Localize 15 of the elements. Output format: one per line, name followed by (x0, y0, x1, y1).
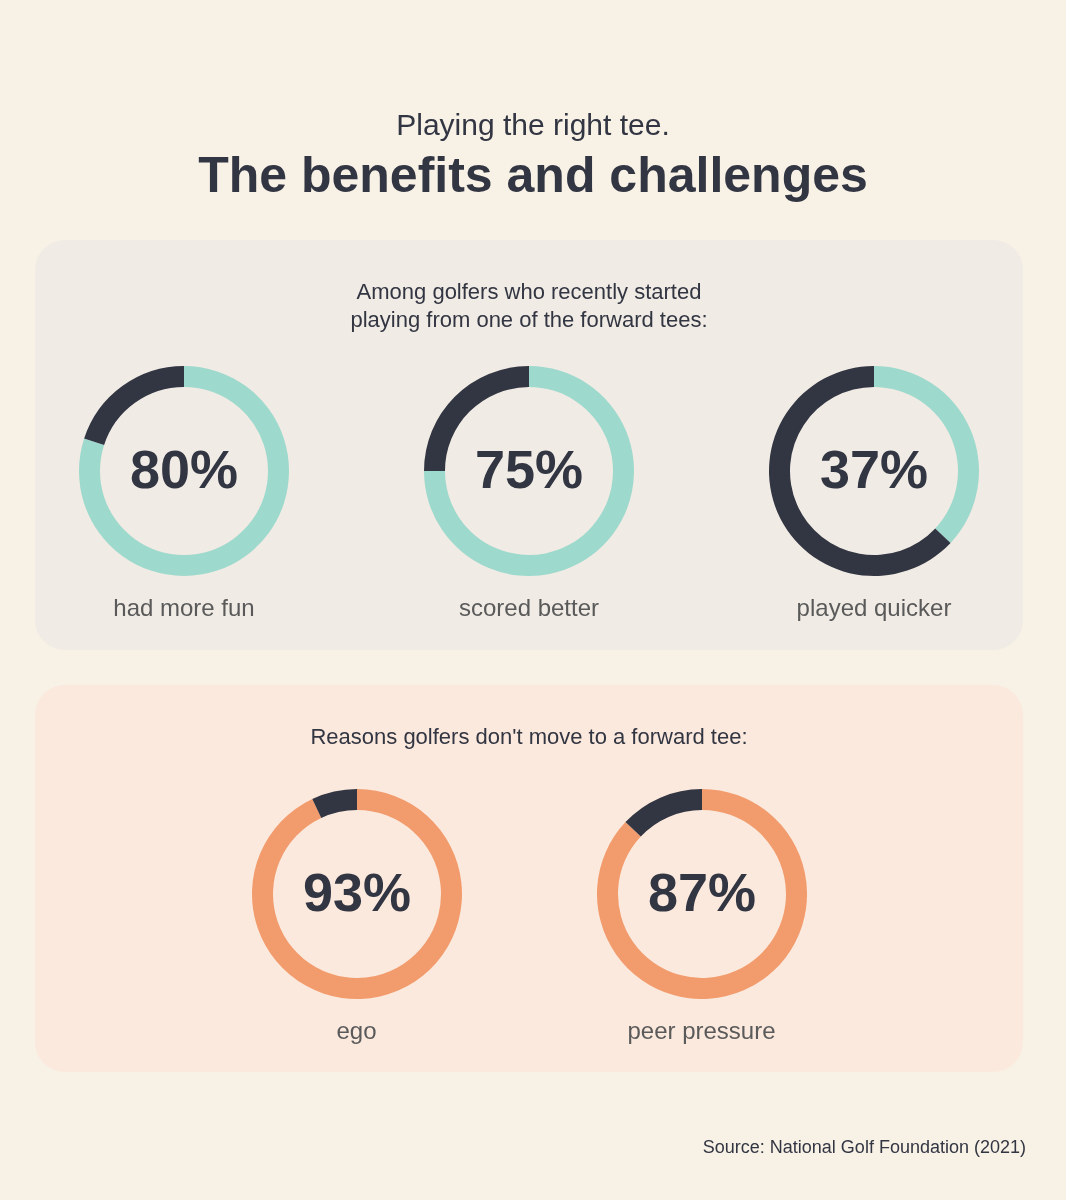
text: scored better (458, 594, 600, 622)
data-label: 80% (129, 438, 239, 499)
data-label: 93% (302, 861, 411, 922)
text: ego (336, 1017, 377, 1045)
chart-subtitle: Playing the right tee. (395, 108, 671, 142)
chart-title: The benefits and challenges (197, 146, 869, 204)
text: Among golfers who recently started playing from one of the forward tees: (349, 278, 709, 334)
text: played quicker (796, 594, 952, 622)
data-label: 87% (647, 861, 756, 922)
text: had more fun (113, 594, 255, 622)
data-label: 75% (474, 438, 584, 499)
source-note: Source: National Golf Foundation (2021) (702, 1137, 1026, 1158)
text: peer pressure (627, 1017, 776, 1045)
data-label: 37% (819, 438, 929, 499)
text: Reasons golfers don't move to a forward tee: (309, 723, 749, 751)
